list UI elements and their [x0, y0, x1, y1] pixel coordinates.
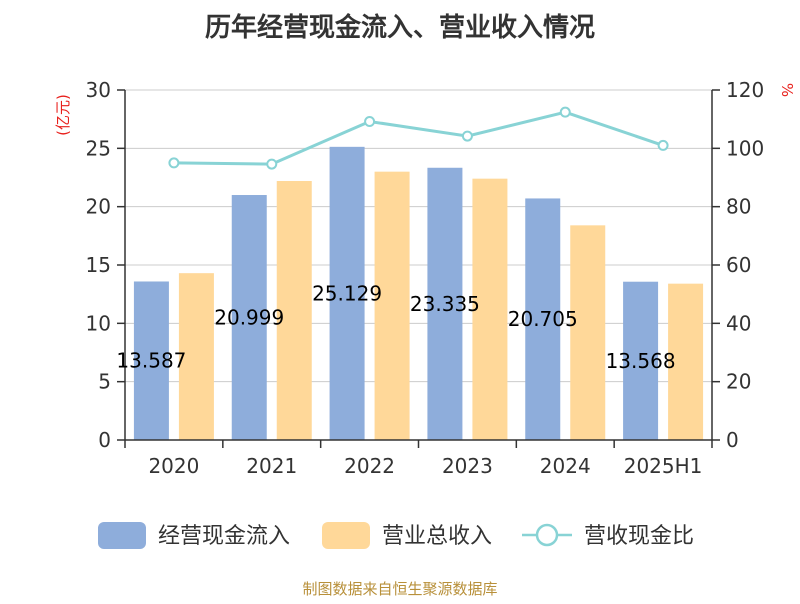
- chart-title: 历年经营现金流入、营业收入情况: [205, 12, 595, 43]
- legend: 经营现金流入 营业总收入 营收现金比: [98, 522, 694, 549]
- bar-value-label: 23.335: [410, 292, 480, 316]
- ratio-point: [559, 106, 571, 118]
- ratio-point: [461, 130, 473, 142]
- y-left-tick-label: 0: [98, 428, 111, 452]
- y-right-tick-label: 20: [726, 370, 751, 394]
- gridlines: [125, 89, 712, 383]
- bar: [570, 225, 606, 440]
- bar: [668, 283, 704, 440]
- bar-value-label: 20.705: [508, 307, 578, 331]
- legend-label: 经营现金流入: [158, 524, 290, 549]
- x-tick-label: 2021: [246, 454, 297, 478]
- y-right-tick-label: 80: [726, 195, 751, 219]
- y-right-unit: %: [778, 83, 796, 97]
- bar: [133, 281, 169, 440]
- y-left-tick-label: 10: [86, 311, 111, 335]
- legend-marker: [535, 523, 559, 547]
- bar-value-label: 25.129: [312, 281, 382, 305]
- x-tick-label: 2025H1: [624, 454, 703, 478]
- x-tick-label: 2024: [540, 454, 591, 478]
- y-right-tick-label: 120: [726, 78, 764, 102]
- y-right-tick-label: 100: [726, 136, 764, 160]
- bar-value-label: 13.568: [606, 349, 676, 373]
- y-left-tick-label: 5: [98, 370, 111, 394]
- bar: [374, 171, 410, 440]
- ratio-line: [168, 106, 669, 170]
- y-right-tick-label: 60: [726, 253, 751, 277]
- bar-value-label: 20.999: [214, 306, 284, 330]
- ratio-point: [168, 157, 180, 169]
- source-note: 制图数据来自恒生聚源数据库: [302, 580, 497, 598]
- bar: [231, 195, 267, 440]
- y-left-tick-label: 15: [86, 253, 111, 277]
- legend-swatch: [98, 522, 146, 549]
- bar: [525, 198, 561, 440]
- ratio-line-path: [173, 110, 664, 166]
- ratio-point: [266, 158, 278, 170]
- bar: [427, 167, 463, 440]
- ratio-point: [364, 116, 376, 127]
- y-left-tick-label: 30: [86, 78, 111, 102]
- bar: [329, 146, 365, 440]
- x-tick-label: 2022: [344, 454, 395, 478]
- bar-labels: 13.587 20.999 25.129 23.335 20.705 13.568: [116, 281, 675, 372]
- y-right-tick-label: 40: [726, 311, 751, 335]
- y-left-tick-label: 20: [86, 195, 111, 219]
- y-left-unit: (亿元): [54, 94, 72, 136]
- x-tick-label: 2023: [442, 454, 493, 478]
- legend-label: 营收现金比: [584, 524, 694, 549]
- y-right-tick-label: 0: [726, 428, 739, 452]
- bars: [133, 146, 704, 440]
- bar: [276, 181, 312, 440]
- legend-label: 营业总收入: [382, 524, 492, 549]
- bar-value-label: 13.587: [116, 349, 186, 373]
- bar: [623, 281, 659, 440]
- axes: 0 5 10 15 20 25 30 0 20 40 60 80 100 120 2020 2021 2022 2…: [86, 78, 765, 478]
- y-left-tick-label: 25: [86, 136, 111, 160]
- bar: [178, 273, 214, 440]
- legend-swatch: [322, 522, 370, 549]
- x-tick-label: 2020: [148, 454, 199, 478]
- bar: [472, 178, 508, 440]
- ratio-point: [657, 139, 669, 151]
